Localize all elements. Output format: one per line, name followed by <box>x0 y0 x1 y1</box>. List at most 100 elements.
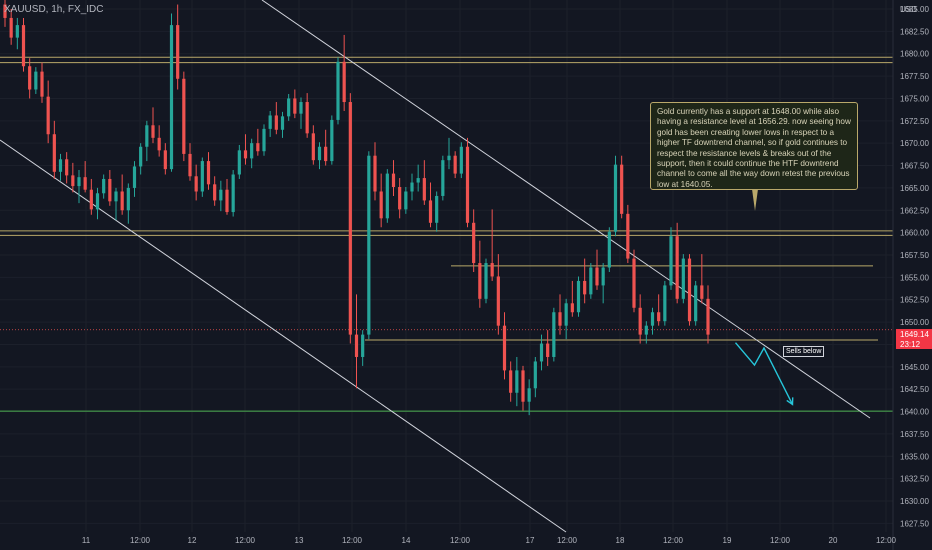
candle <box>52 120 56 179</box>
y-tick-label: 1670.00 <box>900 139 929 148</box>
candle-body <box>114 191 118 202</box>
candle-body <box>632 258 636 308</box>
candle <box>638 294 642 344</box>
candle-body <box>354 334 359 357</box>
candle <box>77 170 81 204</box>
candle <box>342 34 346 111</box>
candle-body <box>169 25 174 170</box>
candle-body <box>546 343 550 357</box>
channel-upper-line <box>261 0 871 419</box>
candle <box>552 307 556 362</box>
candle-body <box>515 370 519 393</box>
last-price-value: 1649.14 <box>900 330 929 339</box>
downtrend-channel <box>0 0 871 533</box>
price-axis[interactable]: 1627.50 1630.00 1632.50 1635.00 1637.50 1640.… <box>900 5 929 528</box>
candle-body <box>428 200 433 223</box>
candle <box>145 120 149 162</box>
candle-body <box>324 146 328 162</box>
candle <box>268 110 272 137</box>
candle-body <box>40 71 44 97</box>
candle <box>330 115 334 165</box>
candle-body <box>52 134 56 172</box>
candle-body <box>459 146 463 174</box>
x-tick-label: 12:00 <box>450 536 471 545</box>
candle <box>114 187 118 221</box>
candle-body <box>601 267 605 286</box>
candle-body <box>311 133 315 161</box>
candle-body <box>299 102 303 114</box>
candle-body <box>194 176 198 192</box>
candle <box>385 169 389 223</box>
candle-body <box>342 61 346 103</box>
candle-body <box>243 150 248 159</box>
candle-body <box>422 178 426 201</box>
candle <box>280 111 285 138</box>
candle <box>200 157 204 197</box>
candle-body <box>595 267 599 286</box>
candle-body <box>533 361 537 389</box>
channel-lower-line <box>0 139 567 533</box>
candle-body <box>15 25 19 38</box>
candle <box>46 80 50 144</box>
candle <box>650 307 655 335</box>
candle <box>3 0 7 27</box>
analysis-annotation[interactable]: Gold currently has a support at 1648.00 … <box>650 102 858 190</box>
time-axis[interactable]: 11 12:00 12 12:00 13 12:00 14 12:00 17 12:00 18 12:… <box>82 536 897 545</box>
candle <box>126 183 130 224</box>
candle <box>410 173 414 201</box>
candle-body <box>330 119 334 162</box>
candle-body <box>465 146 470 223</box>
candle <box>607 227 611 272</box>
candle-body <box>453 155 457 174</box>
y-tick-label: 1640.00 <box>900 408 929 417</box>
candle <box>243 134 248 165</box>
candle <box>108 170 112 206</box>
candle-body <box>687 258 692 322</box>
x-tick-label: 12:00 <box>876 536 897 545</box>
candle-body <box>650 312 655 326</box>
candles <box>3 0 710 416</box>
annotation-text: Gold currently has a support at 1648.00 … <box>657 107 851 189</box>
candle-body <box>9 17 13 38</box>
candle <box>521 365 525 411</box>
currency-label: USD <box>900 5 917 14</box>
candle-body <box>71 175 75 187</box>
candle <box>225 178 229 215</box>
candle <box>237 144 241 179</box>
candle-body <box>250 143 254 159</box>
candle-body <box>694 285 698 322</box>
y-tick-label: 1682.50 <box>900 27 929 36</box>
candle-body <box>200 161 204 192</box>
candle-body <box>237 150 241 175</box>
candle <box>336 57 340 125</box>
candle-body <box>404 191 408 210</box>
candle <box>21 17 26 72</box>
candle <box>404 187 408 214</box>
candle-body <box>46 96 50 135</box>
candle <box>373 142 377 201</box>
candle-body <box>706 298 710 335</box>
candle <box>589 263 593 299</box>
candle <box>361 330 365 366</box>
candle-body <box>570 303 574 313</box>
candle-body <box>287 98 291 117</box>
candle <box>472 209 476 272</box>
candle <box>231 170 235 217</box>
candle <box>367 151 371 340</box>
candle-body <box>95 193 100 210</box>
candle <box>15 17 19 50</box>
candle <box>132 161 137 197</box>
candle <box>274 102 278 135</box>
candle <box>527 379 531 416</box>
candle <box>546 330 550 366</box>
sells-below-label[interactable]: Sells below <box>783 346 825 357</box>
candle <box>317 142 322 170</box>
candle-body <box>262 128 266 152</box>
candle <box>465 137 470 228</box>
candle <box>120 174 124 215</box>
x-tick-label: 14 <box>402 536 411 545</box>
candle-body <box>657 312 661 322</box>
candle <box>157 125 161 157</box>
candle <box>58 153 63 181</box>
